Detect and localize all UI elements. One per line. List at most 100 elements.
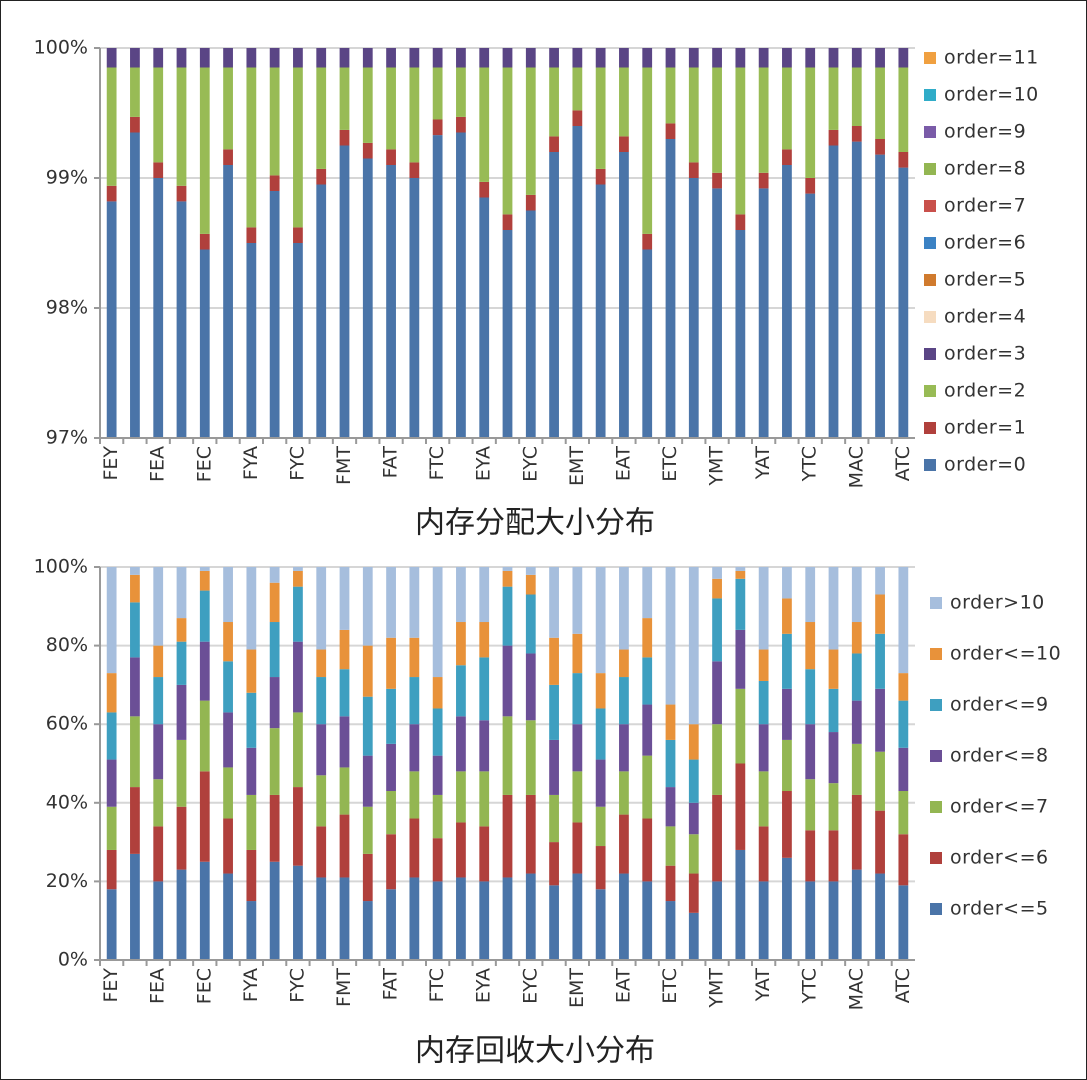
bar-segment [269,861,280,960]
bar-segment [223,567,233,623]
bar-segment [525,67,536,195]
bar-segment [246,692,257,748]
legend-swatch [924,348,936,360]
bar-segment [758,172,769,189]
bar-segment [851,869,862,960]
bar-segment [758,771,769,827]
bar-segment [432,677,443,709]
bar-segment [805,830,816,882]
legend-swatch [924,89,936,101]
bar-segment [595,168,606,185]
bar-segment [199,861,210,960]
bar-segment [805,567,816,623]
bar-segment [316,826,327,878]
bar-segment [386,889,396,960]
bar-segment [549,794,559,843]
x-tick-label: YTC [799,968,821,1004]
bar-segment [502,214,513,230]
bar-segment [688,912,699,960]
bar-segment [339,767,350,815]
bar-segment [502,48,513,68]
bar-segment [269,191,280,438]
bar-segment [782,857,792,960]
bar-segment [735,214,746,230]
legend-label: order<=10 [950,643,1061,665]
bar-segment [828,67,839,130]
x-tick-label: FEY [100,968,122,1003]
bar-segment [898,885,909,960]
bar-segment [456,567,466,623]
bar-segment [223,149,233,165]
bar-segment [456,771,466,823]
bar-segment [339,629,350,670]
bar-segment [106,806,117,850]
bar-segment [735,578,746,630]
bar-segment [502,877,513,960]
bar-segment [828,567,839,650]
bar-segment [735,230,746,438]
bar-segment [595,48,606,68]
bar-segment [502,586,513,646]
bar-segment [502,67,513,215]
bar-segment [293,787,303,866]
bar-segment [572,126,583,438]
bar-segment [130,567,140,575]
legend-swatch [924,422,936,434]
x-tick-label: FYC [286,968,308,1003]
bar-segment [339,48,350,68]
bar-segment [502,567,513,571]
bar-segment [502,230,513,438]
bar-segment [153,178,164,438]
bar-segment [479,720,490,772]
bar-segment [130,853,140,960]
legend-swatch [930,699,942,711]
bar-segment [269,677,280,729]
bar-segment [316,677,327,725]
x-tick-label: FEC [193,446,215,482]
bar-segment [456,116,466,133]
bar-segment [828,783,839,831]
bar-segment [432,794,443,839]
bar-segment [106,673,117,713]
bar-segment [712,794,722,882]
bar-segment [572,673,583,725]
bar-segment [479,622,490,658]
x-tick-label: ATC [892,968,914,1003]
y-tick-label: 60% [46,713,88,735]
bar-segment [386,688,396,744]
x-tick-label: ETC [659,446,681,482]
legend-label: order=10 [944,84,1039,106]
bar-segment [409,162,420,178]
bar-segment [223,622,233,662]
legend-swatch [924,385,936,397]
legend-label: order<=5 [950,898,1049,920]
bar-segment [269,67,280,176]
x-tick-label: ETC [659,968,681,1004]
x-tick-label: YAT [752,446,774,481]
bar-segment [898,673,909,701]
bar-segment [153,67,164,163]
x-tick-label: FEC [193,968,215,1004]
bar-segment [828,688,839,733]
bar-segment [572,873,583,960]
bar-segment [386,743,396,792]
bar-segment [735,567,746,571]
bar-segment [176,641,187,685]
bar-segment [595,806,606,847]
bar-segment [456,877,466,960]
bar-segment [875,139,885,155]
bar-segment [223,767,233,819]
bar-segment [898,700,909,748]
bar-segment [153,677,164,725]
bar-segment [758,649,769,681]
bar-segment [851,48,862,68]
bar-segment [549,739,559,795]
bar-segment [316,48,327,68]
bar-segment [712,881,722,960]
bar-segment [642,818,653,882]
x-tick-label: FEA [147,446,169,482]
bar-segment [456,622,466,666]
x-tick-label: FEA [147,968,169,1004]
bar-segment [502,716,513,795]
bar-segment [758,48,769,68]
